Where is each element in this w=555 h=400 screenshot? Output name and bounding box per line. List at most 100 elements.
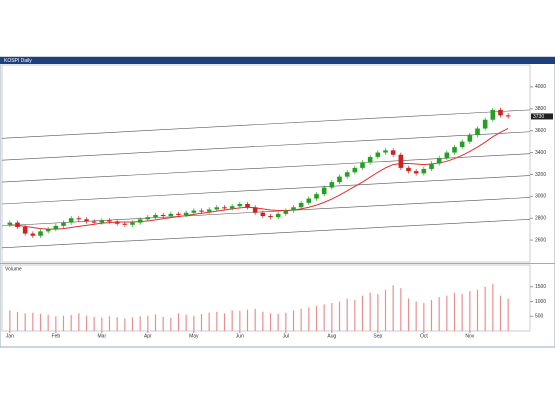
volume-bar <box>415 301 417 331</box>
volume-bar <box>499 295 502 331</box>
volume-bar <box>269 313 272 331</box>
candle-body <box>444 152 450 159</box>
channel-line <box>1 109 531 139</box>
volume-bar <box>446 295 448 331</box>
volume-bar <box>200 313 203 331</box>
volume-bar <box>162 316 164 331</box>
volume-bar <box>254 308 256 331</box>
volume-bar <box>392 285 394 331</box>
volume-bar <box>354 300 356 331</box>
volume-bar <box>438 297 440 331</box>
channel-line <box>1 197 531 227</box>
volume-bar <box>507 298 509 331</box>
candle-body <box>344 172 350 177</box>
volume-bar <box>484 286 486 331</box>
volume-title: Volume <box>5 266 22 272</box>
candle-body <box>413 171 419 174</box>
candle-body <box>337 176 342 183</box>
candle-body <box>114 221 120 224</box>
x-tick-label: Apr <box>144 333 152 339</box>
title-bar <box>0 57 555 64</box>
volume-bar <box>400 288 402 331</box>
volume-bar <box>315 305 318 331</box>
candle-body <box>298 202 304 208</box>
channel-line <box>1 219 531 249</box>
candle-body <box>61 222 66 226</box>
volume-bar <box>323 304 325 331</box>
candle-body <box>314 194 319 199</box>
volume-bar <box>9 310 11 331</box>
volume-bar <box>32 312 34 331</box>
x-tick-label: Jan <box>6 333 14 339</box>
candle-body <box>130 222 135 225</box>
candle-body <box>490 109 496 120</box>
volume-bar <box>308 307 310 331</box>
volume-bar <box>423 302 425 331</box>
candle-body <box>406 167 411 172</box>
candle-body <box>84 219 89 222</box>
candle-body <box>452 147 457 153</box>
volume-bar <box>300 308 302 331</box>
candle-body <box>91 221 97 223</box>
channel-line <box>1 131 531 161</box>
candle-body <box>45 229 51 232</box>
candle-body <box>275 213 281 218</box>
volume-bar <box>361 295 364 331</box>
volume-tick-label: 1000 <box>535 299 546 305</box>
volume-bar <box>469 291 471 331</box>
volume-bar <box>55 316 57 331</box>
candle-body <box>252 207 258 213</box>
last-price-box <box>531 113 553 120</box>
volume-bar <box>147 315 149 331</box>
window-frame <box>0 56 555 348</box>
volume-bar <box>70 315 72 331</box>
candle-body <box>153 214 158 218</box>
candle-body <box>375 152 381 157</box>
x-tick-label: Nov <box>465 333 474 339</box>
volume-bar <box>193 315 195 331</box>
candle-body <box>160 214 166 217</box>
candle-body <box>168 213 174 217</box>
candle-body <box>137 219 143 223</box>
x-tick-label: Jul <box>283 333 289 339</box>
volume-bar <box>78 313 80 331</box>
candle-body <box>214 207 220 210</box>
candle-body <box>429 163 434 169</box>
y-tick-label: 3200 <box>535 172 546 178</box>
volume-bar <box>277 313 279 331</box>
volume-bar <box>139 316 141 331</box>
candle-body <box>53 225 59 230</box>
y-tick-label: 3400 <box>535 150 546 156</box>
x-tick-label: May <box>189 333 199 339</box>
candle-body <box>229 206 235 209</box>
volume-bar <box>101 317 103 331</box>
x-tick-label: Oct <box>420 333 428 339</box>
candle-body <box>206 209 212 212</box>
volume-bar <box>93 316 95 331</box>
candle-body <box>421 168 427 174</box>
volume-bar <box>246 309 249 331</box>
volume-bar <box>492 283 494 331</box>
volume-bar <box>407 298 410 331</box>
volume-bar <box>116 317 118 331</box>
volume-bar <box>476 289 479 331</box>
candle-body <box>291 207 296 211</box>
candle-body <box>68 218 74 223</box>
volume-bar <box>216 311 218 331</box>
candle-body <box>306 198 312 203</box>
candle-body <box>283 210 289 214</box>
candle-body <box>38 231 43 236</box>
candle-body <box>360 162 365 168</box>
candle-body <box>22 226 28 234</box>
x-tick-label: Mar <box>98 333 107 339</box>
candle-body <box>30 233 36 236</box>
candle-body <box>329 182 335 188</box>
candle-body <box>176 213 181 215</box>
x-tick-label: Feb <box>52 333 61 339</box>
volume-bar <box>108 316 111 331</box>
x-tick-label: Sep <box>373 333 382 339</box>
candle-body <box>7 222 13 225</box>
volume-bar <box>231 310 233 331</box>
volume-bar <box>461 294 463 331</box>
